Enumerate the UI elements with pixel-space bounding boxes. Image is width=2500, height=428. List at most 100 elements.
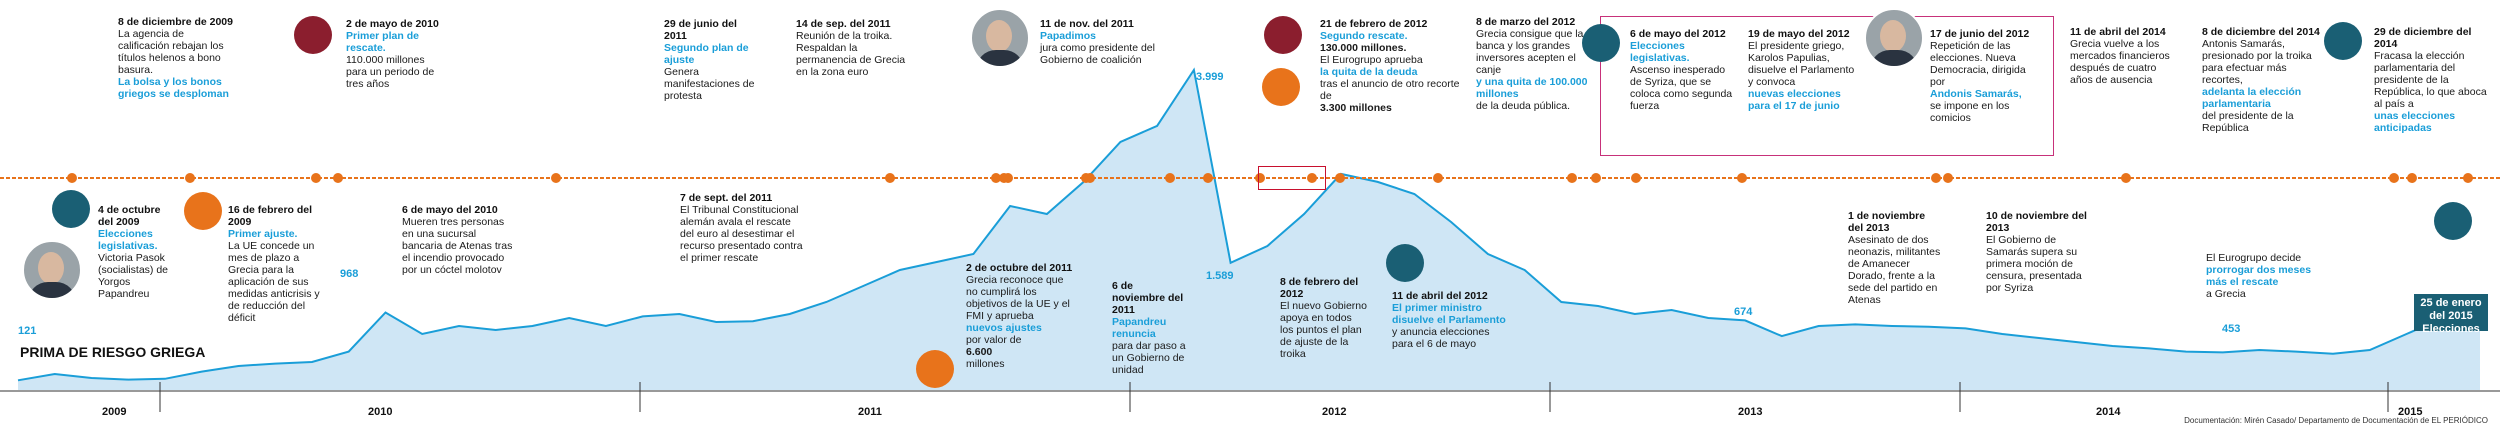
annotation-text: Grecia vuelve a los mercados financieros… — [2070, 38, 2170, 86]
annotation-text: La UE concede un mes de plazo a Grecia p… — [228, 240, 320, 324]
timeline-dot — [1931, 173, 1941, 183]
annotation-text: Grecia reconoce que no cumplirá los obje… — [966, 274, 1070, 322]
annotation-text-2: del presidente de la República — [2202, 110, 2294, 134]
timeline-dot — [2407, 173, 2417, 183]
annotation-may6-2010: 6 de mayo del 2010 Mueren tres personas … — [402, 204, 516, 276]
scissors-icon — [1262, 68, 1300, 106]
annotation-text: Grecia consigue que la banca y los grand… — [1476, 28, 1584, 76]
scissors-icon-2 — [184, 192, 222, 230]
data-label-968: 968 — [340, 268, 359, 280]
annotation-date: 10 de noviembre del 2013 — [1986, 210, 2087, 234]
timeline-dot — [1335, 173, 1345, 183]
annotation-oct-2009: 4 de octubre del 2009 Elecciones legisla… — [98, 204, 178, 300]
annotation-date: 1 de noviembre del 2013 — [1848, 210, 1926, 234]
annotation-date: 6 de mayo del 2012 — [1630, 28, 1726, 40]
timeline-dot — [1307, 173, 1317, 183]
annotation-text: Reunión de la troika. Respaldan la perma… — [796, 30, 906, 78]
timeline-dot — [1085, 173, 1095, 183]
timeline-dot — [1567, 173, 1577, 183]
annotation-text: Ascenso inesperado de Syriza, que se col… — [1630, 64, 1733, 112]
timeline-dot — [1255, 173, 1265, 183]
annotation-date: 6 de noviembre del 2011 — [1112, 280, 1184, 316]
annotation-text-2: El Eurogrupo aprueba — [1320, 54, 1423, 66]
annotation-sep7-2011: 7 de sept. del 2011 El Tribunal Constitu… — [680, 192, 806, 264]
annotation-nov6-2011: 6 de noviembre del 2011 Papandreu renunc… — [1112, 280, 1186, 376]
timeline-dot — [1165, 173, 1175, 183]
annotation-nov10-2013: 10 de noviembre del 2013 El Gobierno de … — [1986, 210, 2090, 294]
badge-line-3: Elecciones — [2422, 323, 2480, 335]
annotation-highlight: nuevos ajustes — [966, 322, 1042, 334]
annotation-date: 14 de sep. del 2011 — [796, 18, 891, 30]
annotation-text: Genera manifestaciones de protesta — [664, 66, 755, 102]
annotation-highlight: Elecciones legislativas. — [98, 228, 158, 252]
annotation-text-3: tras el anuncio de otro recorte de — [1320, 78, 1460, 102]
annotation-date: 16 de febrero del 2009 — [228, 204, 313, 228]
annotation-highlight-2: la quita de la deuda — [1320, 66, 1418, 78]
annotation-date: 2 de mayo de 2010 — [346, 18, 439, 30]
annotation-feb-2009: 16 de febrero del 2009 Primer ajuste. La… — [228, 204, 324, 324]
annotation-feb-2012: 21 de febrero de 2012 Segundo rescate. 1… — [1320, 18, 1462, 114]
annotation-value: 3.300 millones — [1320, 102, 1392, 114]
annotation-text: Fracasa la elección parlamentaria del pr… — [2374, 50, 2487, 110]
annotation-highlight: Segundo rescate. — [1320, 30, 1408, 42]
timeline-dot — [333, 173, 343, 183]
credit-line: Documentación: Mirén Casado/ Departament… — [2184, 416, 2488, 425]
timeline-layer — [0, 173, 2500, 183]
annotation-highlight: El primer ministro disuelve el Parlament… — [1392, 302, 1506, 326]
timeline-dot — [2463, 173, 2473, 183]
annotation-mar-2012: 8 de marzo del 2012 Grecia consigue que … — [1476, 16, 1588, 112]
annotation-text: Mueren tres personas en una sucursal ban… — [402, 216, 513, 276]
papadimos-photo — [970, 8, 1030, 68]
annotation-text-2: a Grecia — [2206, 288, 2246, 300]
annotation-nov-2011: 11 de nov. del 2011 Papadimos jura como … — [1040, 18, 1172, 66]
timeline-dot — [885, 173, 895, 183]
chart-title: PRIMA DE RIESGO GRIEGA — [20, 344, 206, 360]
badge-line-2: del 2015 — [2429, 310, 2473, 322]
annotation-nov1-2013: 1 de noviembre del 2013 Asesinato de dos… — [1848, 210, 1942, 306]
annotation-highlight: nuevas elecciones para el 17 de junio — [1748, 88, 1841, 112]
annotation-text: y anuncia elecciones para el 6 de mayo — [1392, 326, 1490, 350]
annotation-highlight: Segundo plan de ajuste — [664, 42, 749, 66]
annotation-text-2: por valor de — [966, 334, 1022, 346]
annotation-dec29-2014: 29 de diciembre del 2014 Fracasa la elec… — [2374, 26, 2494, 134]
annotation-oct2-2011: 2 de octubre del 2011 Grecia reconoce qu… — [966, 262, 1076, 370]
annotation-highlight: Elecciones legislativas. — [1630, 40, 1690, 64]
timeline-dot — [185, 173, 195, 183]
ballot-box-icon-2 — [1386, 244, 1424, 282]
annotation-date: 8 de diciembre de 2009 — [118, 16, 233, 28]
annotation-text: 130.000 millones. — [1320, 42, 1407, 54]
timeline-dot — [1591, 173, 1601, 183]
annotation-text: Repetición de las elecciones. Nueva Demo… — [1930, 40, 2026, 88]
annotation-text: para dar paso a un Gobierno de unidad — [1112, 340, 1186, 376]
annotation-date: 29 de diciembre del 2014 — [2374, 26, 2472, 50]
annotation-highlight: Primer ajuste. — [228, 228, 298, 240]
data-label-3999: 3.999 — [1196, 71, 1224, 83]
annotation-date: 7 de sept. del 2011 — [680, 192, 773, 204]
annotation-text: jura como presidente del Gobierno de coa… — [1040, 42, 1155, 66]
annotation-text-2: se impone en los comicios — [1930, 100, 2010, 124]
annotation-dec-2009: 8 de diciembre de 2009 La agencia de cal… — [118, 16, 238, 100]
annotation-date: 11 de abril del 2012 — [1392, 290, 1488, 302]
peak-marker-box — [1258, 166, 1326, 190]
timeline-dot — [1943, 173, 1953, 183]
timeline-dot — [1003, 173, 1013, 183]
year-ticks — [0, 382, 2500, 412]
annotation-highlight: La bolsa y los bonos griegos se desploma… — [118, 76, 229, 100]
annotation-highlight: y una quita de 100.000 millones — [1476, 76, 1588, 100]
lifebuoy-icon — [294, 16, 332, 54]
annotation-apr-2014: 11 de abril del 2014 Grecia vuelve a los… — [2070, 26, 2174, 86]
year-2009: 2009 — [102, 406, 127, 418]
ballot-box-icon-4 — [2324, 22, 2362, 60]
annotation-may19-2012: 19 de mayo del 2012 El presidente griego… — [1748, 28, 1860, 112]
annotation-date: 2 de octubre del 2011 — [966, 262, 1073, 274]
annotation-text: El presidente griego, Karolos Papulias, … — [1748, 40, 1855, 88]
annotation-date: 21 de febrero de 2012 — [1320, 18, 1428, 30]
annotation-apr11-2012: 11 de abril del 2012 El primer ministro … — [1392, 290, 1508, 350]
annotation-date: 19 de mayo del 2012 — [1748, 28, 1850, 40]
elections-2015-badge: 25 de enero del 2015 Elecciones — [2414, 294, 2488, 335]
timeline-dot — [1631, 173, 1641, 183]
annotation-date: 11 de abril del 2014 — [2070, 26, 2166, 38]
annotation-may-2010: 2 de mayo de 2010 Primer plan de rescate… — [346, 18, 446, 90]
annotation-highlight: adelanta la elección parlamentaria — [2202, 86, 2302, 110]
